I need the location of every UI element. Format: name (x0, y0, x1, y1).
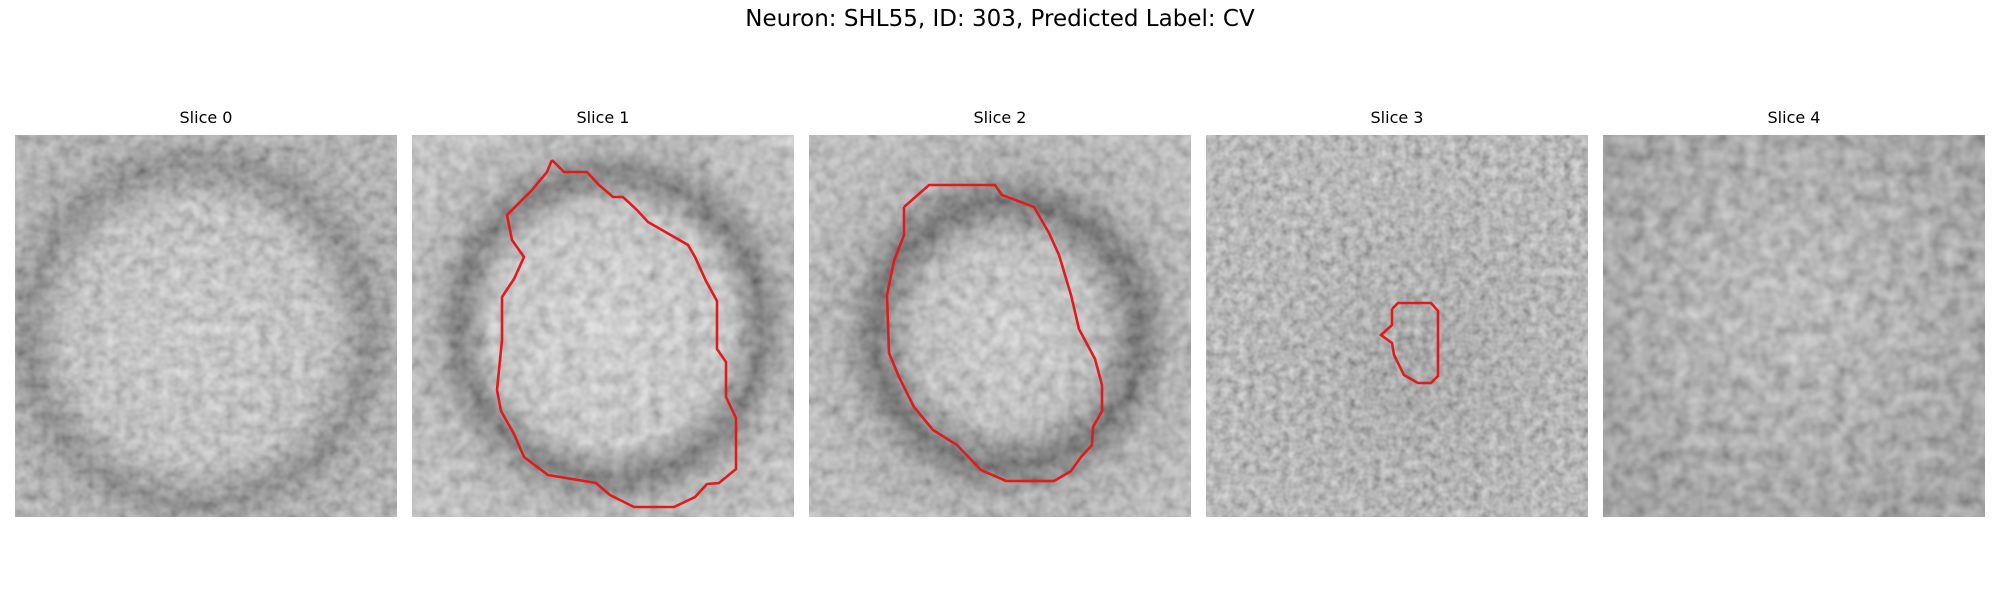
slice-1-noise (412, 135, 794, 517)
panel-title-slice-2: Slice 2 (973, 108, 1027, 127)
slice-3-noise (1206, 135, 1588, 517)
slice-1-svg (412, 135, 794, 517)
panel-image-slice-0 (15, 135, 397, 517)
panel-image-slice-4 (1603, 135, 1985, 517)
panel-title-slice-4: Slice 4 (1767, 108, 1821, 127)
panel-image-slice-1 (412, 135, 794, 517)
panel-image-slice-3 (1206, 135, 1588, 517)
slice-3-outline (1378, 301, 1440, 385)
slice-0-svg (15, 135, 397, 517)
slice-2-outline (885, 183, 1104, 483)
slice-4-svg (1603, 135, 1985, 517)
figure-title: Neuron: SHL55, ID: 303, Predicted Label:… (745, 6, 1255, 32)
slice-4-noise (1603, 135, 1985, 517)
panel-title-slice-3: Slice 3 (1370, 108, 1424, 127)
slice-2-noise (809, 135, 1191, 517)
slice-2-svg (809, 135, 1191, 517)
panel-title-slice-1: Slice 1 (576, 108, 630, 127)
slice-3-svg (1206, 135, 1588, 517)
panel-title-slice-0: Slice 0 (179, 108, 233, 127)
slice-1-outline (495, 159, 738, 509)
slice-0-noise (15, 135, 397, 517)
panel-image-slice-2 (809, 135, 1191, 517)
